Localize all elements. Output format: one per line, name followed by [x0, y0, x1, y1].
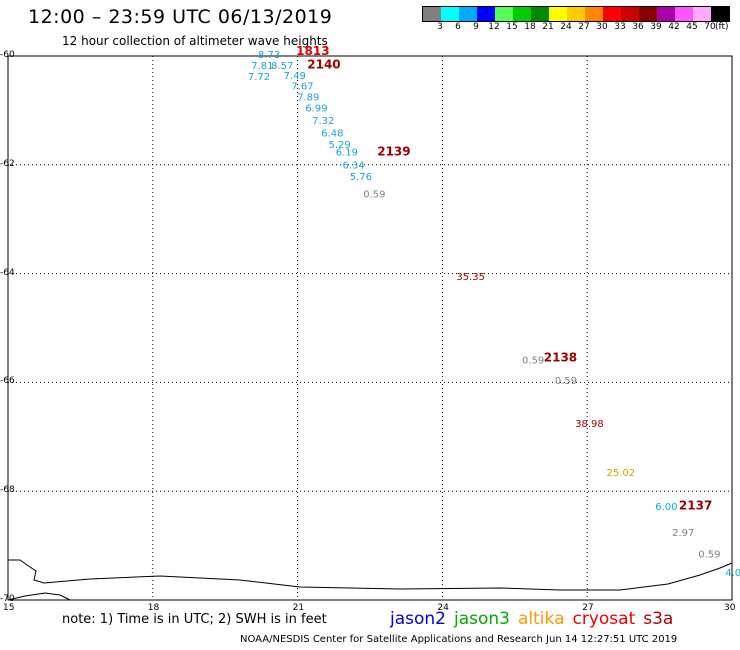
wave-height-label: 5.76: [350, 172, 372, 183]
pass-time-label: 2138: [544, 351, 577, 365]
color-swatch: [693, 7, 711, 21]
color-swatch: [621, 7, 639, 21]
y-tick-label: -70: [0, 594, 15, 604]
wave-height-label: 6.00: [655, 502, 677, 513]
color-swatch: [639, 7, 657, 21]
pass-time-label: 2137: [679, 499, 712, 513]
color-scale-label: 45: [686, 22, 698, 32]
color-swatch: [549, 7, 567, 21]
color-swatch: [567, 7, 585, 21]
color-scale-labels: 3 6 9 12 15 18 21 24 27 30 33 36 39 42 45 70: [422, 22, 740, 34]
color-scale-label: 39: [650, 22, 662, 32]
wave-height-label: 38.98: [575, 419, 604, 430]
color-swatch: [531, 7, 549, 21]
color-scale-label: 36: [632, 22, 644, 32]
legend-item-jason2: jason2: [390, 609, 446, 629]
x-tick-label: 30: [724, 603, 736, 613]
color-swatch: [477, 7, 495, 21]
legend-item-altika: altika: [518, 609, 565, 629]
color-swatch: [513, 7, 531, 21]
color-swatch: [495, 7, 513, 21]
wave-height-label: 7.32: [312, 116, 334, 127]
chart-subtitle: 12 hour collection of altimeter wave hei…: [62, 34, 328, 48]
x-tick-label: 24: [437, 603, 449, 613]
color-swatch: [675, 7, 693, 21]
wave-height-label: 4.00: [725, 568, 740, 579]
color-scale-label: 70: [704, 22, 716, 32]
wave-height-label: 8.73: [258, 50, 280, 61]
pass-time-label: 2139: [377, 145, 410, 159]
color-swatch: [585, 7, 603, 21]
wave-height-label: 7.49: [284, 71, 306, 82]
color-scale-bar: [422, 6, 730, 22]
wave-height-label: 7.67: [291, 82, 313, 93]
color-swatch: [711, 7, 729, 21]
color-scale-label: 3: [437, 22, 443, 32]
x-tick-label: 15: [3, 603, 15, 613]
x-tick-label: 18: [147, 603, 160, 613]
pass-time-label: 1813: [296, 44, 329, 58]
pass-time-label: 2140: [307, 58, 340, 72]
y-tick-label: -62: [0, 158, 15, 169]
grid-lines: [8, 56, 732, 600]
legend-item-cryosat: cryosat: [572, 609, 636, 629]
footer-note: note: 1) Time is in UTC; 2) SWH is in fe…: [62, 612, 327, 627]
x-tick-label: 27: [582, 603, 594, 613]
wave-height-label: 6.19: [336, 148, 358, 159]
color-swatch: [657, 7, 675, 21]
wave-height-label: 6.34: [342, 161, 364, 172]
plot-frame: [7, 55, 733, 601]
wave-height-label: 35.35: [456, 272, 485, 283]
wave-height-label: 6.99: [305, 103, 327, 114]
satellite-legend: jason2 jason3 altika cryosat s3a: [390, 609, 681, 629]
color-scale-label: 9: [473, 22, 479, 32]
color-scale-label: 33: [614, 22, 626, 32]
wave-height-label: 5.29: [328, 140, 350, 151]
color-swatch: [459, 7, 477, 21]
y-tick-label: -66: [0, 376, 15, 387]
wave-height-label: 7.89: [297, 93, 319, 104]
color-scale-label: 15: [506, 22, 518, 32]
wave-height-label: 8.57: [271, 61, 293, 72]
wave-height-label: 0.59: [555, 376, 577, 387]
y-tick-label: -64: [0, 267, 15, 278]
y-tick-label: -60: [0, 50, 15, 60]
color-swatch: [441, 7, 459, 21]
wave-height-label: 7.72: [248, 72, 270, 83]
color-scale-label: 42: [668, 22, 680, 32]
antarctic-coastline: [8, 559, 733, 591]
wave-height-label: 25.02: [607, 468, 636, 479]
wave-height-label: 0.59: [522, 355, 544, 366]
wave-height-label: 7.81: [251, 61, 273, 72]
y-tick-label: -68: [0, 485, 15, 496]
chart-title: 12:00 – 23:59 UTC 06/13/2019: [28, 6, 333, 28]
legend-item-jason3: jason3: [454, 609, 510, 629]
color-scale-label: 27: [578, 22, 590, 32]
wave-height-label: 0.59: [698, 550, 720, 561]
color-scale-unit: (ft): [715, 22, 729, 32]
color-scale-label: 12: [488, 22, 500, 32]
color-swatch: [423, 7, 441, 21]
color-swatch: [603, 7, 621, 21]
data-points: 8.737.818.577.72 7.497.677.896.99 7.32 6.48…: [248, 50, 740, 579]
wave-height-label: 0.59: [363, 189, 385, 200]
color-scale-label: 24: [560, 22, 572, 32]
color-scale-label: 6: [455, 22, 461, 32]
x-tick-label: 21: [292, 603, 305, 613]
legend-item-s3a: s3a: [643, 609, 674, 629]
color-scale-label: 18: [524, 22, 536, 32]
color-scale-label: 21: [542, 22, 554, 32]
wave-height-label: 2.97: [672, 528, 694, 539]
footer-credit: NOAA/NESDIS Center for Satellite Applica…: [240, 634, 678, 645]
antarctic-coastline-inner: [7, 592, 71, 601]
wave-height-label: 6.48: [321, 129, 343, 140]
color-scale-label: 30: [596, 22, 608, 32]
